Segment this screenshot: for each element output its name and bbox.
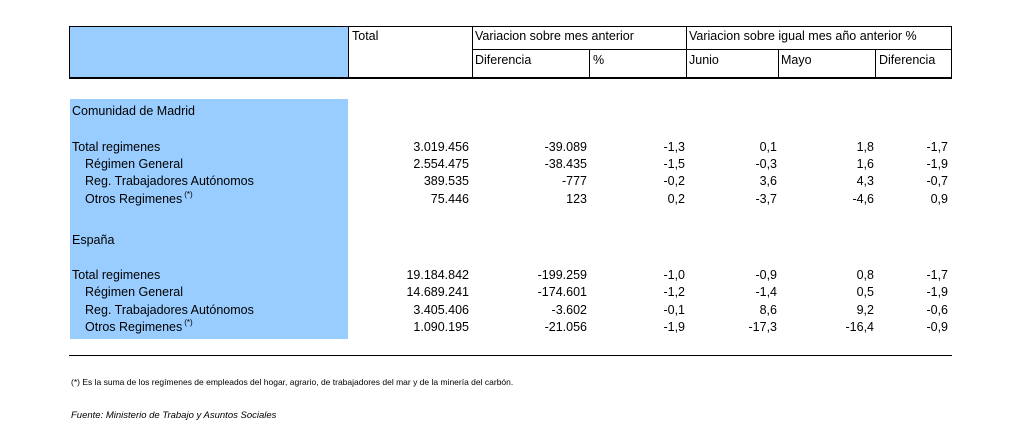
cell-diferencia: -777 <box>561 174 587 188</box>
cell-pct: -1,2 <box>663 285 685 299</box>
header-border <box>69 26 70 79</box>
cell-pct: -1,0 <box>663 268 685 282</box>
cell-pct: -1,9 <box>663 320 685 334</box>
cell-mayo: -16,4 <box>845 320 875 334</box>
cell-diferencia: -174.601 <box>537 285 587 299</box>
section-title: España <box>72 233 115 247</box>
header-total: Total <box>352 29 379 43</box>
row-label: Reg. Trabajadores Autónomos <box>85 303 254 317</box>
cell-pct: -1,5 <box>663 157 685 171</box>
row-label: Otros Regimenes <box>85 320 183 334</box>
header-label-cell <box>70 27 348 78</box>
header-var-anio: Variacion sobre igual mes año anterior % <box>689 29 917 43</box>
row-label: Reg. Trabajadores Autónomos <box>85 174 254 188</box>
header-border <box>589 49 590 79</box>
footnote: (*) Es la suma de los regímenes de emple… <box>71 377 514 387</box>
label-column-bg <box>70 99 348 339</box>
cell-diferencia2: -1,9 <box>926 285 948 299</box>
cell-diferencia: -199.259 <box>537 268 587 282</box>
cell-junio: -0,3 <box>755 157 777 171</box>
cell-diferencia2: -0,6 <box>926 303 948 317</box>
cell-pct: 0,2 <box>667 192 685 206</box>
cell-diferencia: -39.089 <box>544 140 587 154</box>
cell-total: 3.019.456 <box>413 140 469 154</box>
cell-total: 3.405.406 <box>413 303 469 317</box>
cell-pct: -0,2 <box>663 174 685 188</box>
cell-mayo: 0,8 <box>856 268 874 282</box>
cell-junio: -17,3 <box>748 320 778 334</box>
cell-diferencia: 123 <box>566 192 587 206</box>
header-diferencia: Diferencia <box>475 53 532 67</box>
header-border <box>348 26 349 79</box>
cell-mayo: 4,3 <box>856 174 874 188</box>
cell-diferencia2: -0,9 <box>926 320 948 334</box>
row-label-wrap: Otros Regimenes (*) <box>85 190 193 206</box>
cell-diferencia: -3.602 <box>551 303 587 317</box>
header-mayo: Mayo <box>781 53 812 67</box>
cell-mayo: 0,5 <box>856 285 874 299</box>
header-border <box>686 26 687 79</box>
header-var-mes: Variacion sobre mes anterior <box>475 29 634 43</box>
row-label: Otros Regimenes <box>85 192 183 206</box>
section-title: Comunidad de Madrid <box>72 104 195 118</box>
header-top-border <box>69 26 952 27</box>
cell-diferencia2: -1,9 <box>926 157 948 171</box>
cell-diferencia: -21.056 <box>544 320 587 334</box>
cell-total: 19.184.842 <box>406 268 469 282</box>
cell-diferencia2: -1,7 <box>926 140 948 154</box>
header-diferencia2: Diferencia <box>879 53 936 67</box>
cell-mayo: -4,6 <box>852 192 874 206</box>
cell-junio: -1,4 <box>755 285 777 299</box>
header-border <box>951 26 952 79</box>
header-border <box>875 49 876 79</box>
cell-junio: 3,6 <box>759 174 777 188</box>
header-border <box>472 26 473 79</box>
header-junio: Junio <box>689 53 719 67</box>
source-note: Fuente: Ministerio de Trabajo y Asuntos … <box>71 410 277 421</box>
row-label: Total regimenes <box>72 268 161 282</box>
header-mid-border <box>472 49 952 50</box>
header-bottom-border <box>69 77 952 79</box>
cell-diferencia2: -0,7 <box>926 174 948 188</box>
cell-total: 75.446 <box>430 192 469 206</box>
cell-diferencia2: -1,7 <box>926 268 948 282</box>
cell-junio: -0,9 <box>755 268 777 282</box>
cell-mayo: 1,6 <box>856 157 874 171</box>
cell-total: 1.090.195 <box>413 320 469 334</box>
cell-total: 14.689.241 <box>406 285 469 299</box>
footnote-marker: (*) <box>184 190 193 199</box>
cell-mayo: 1,8 <box>856 140 874 154</box>
cell-mayo: 9,2 <box>856 303 874 317</box>
row-label: Régimen General <box>85 157 183 171</box>
footnote-marker: (*) <box>184 318 193 327</box>
table-bottom-rule <box>69 355 952 356</box>
header-pct: % <box>593 53 605 67</box>
row-label: Régimen General <box>85 285 183 299</box>
cell-total: 2.554.475 <box>413 157 469 171</box>
cell-diferencia2: 0,9 <box>930 192 948 206</box>
cell-junio: 0,1 <box>759 140 777 154</box>
cell-junio: 8,6 <box>759 303 777 317</box>
cell-junio: -3,7 <box>755 192 777 206</box>
row-label: Total regimenes <box>72 140 161 154</box>
cell-pct: -1,3 <box>663 140 685 154</box>
cell-total: 389.535 <box>423 174 469 188</box>
cell-diferencia: -38.435 <box>544 157 587 171</box>
cell-pct: -0,1 <box>663 303 685 317</box>
row-label-wrap: Otros Regimenes (*) <box>85 318 193 334</box>
header-border <box>778 49 779 79</box>
